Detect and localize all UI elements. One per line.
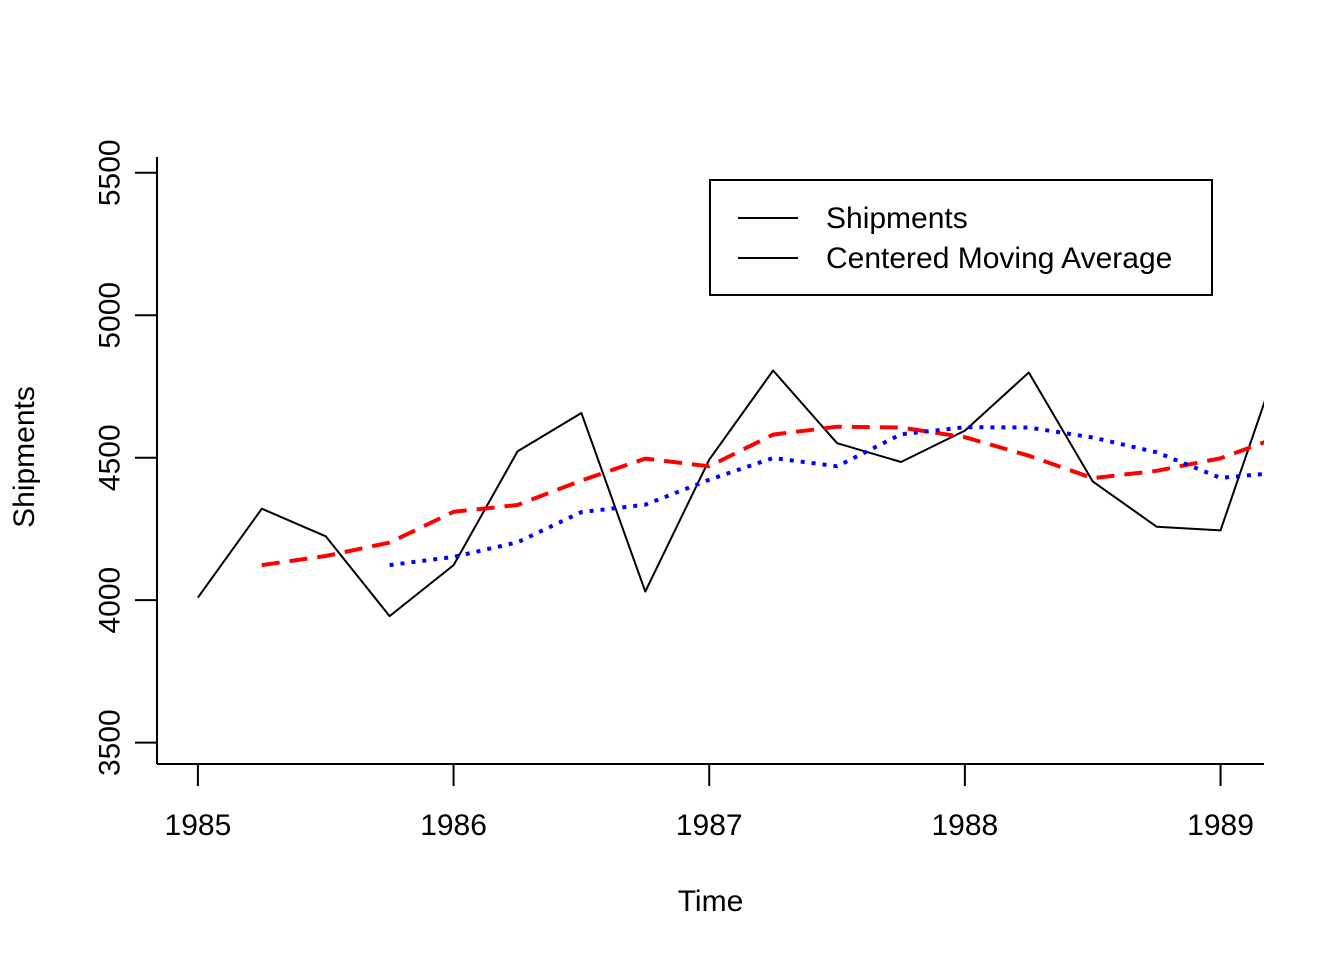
x-tick-label: 1988 [932,809,999,842]
series-group [197,369,1264,618]
y-tick-label: 3500 [94,709,127,776]
y-axis: 3500 4000 4500 5000 5500 [94,139,157,776]
series-line-shipments [197,369,1264,618]
y-tick-label: 5000 [94,282,127,349]
x-tick-label: 1987 [676,809,743,842]
y-tick-label: 4000 [94,567,127,634]
x-axis: 1985 1986 1987 1988 1989 [165,764,1254,842]
x-tick-label: 1986 [420,809,487,842]
plot-border [156,157,1264,765]
legend-label-shipments: Shipments [826,202,968,235]
legend-box [709,179,1213,296]
y-axis-label: Shipments [8,386,41,528]
series-line-dashed-1 [261,424,1264,568]
legend: Shipments Centered Moving Average [709,179,1213,296]
x-axis-label: Time [678,885,744,918]
y-tick-label: 5500 [94,139,127,206]
y-tick-label: 4500 [94,424,127,491]
x-tick-label: 1985 [165,809,232,842]
legend-label-centered-moving-average: Centered Moving Average [826,242,1172,275]
x-tick-label: 1989 [1187,809,1254,842]
series-line-dotted-2 [389,425,1264,568]
